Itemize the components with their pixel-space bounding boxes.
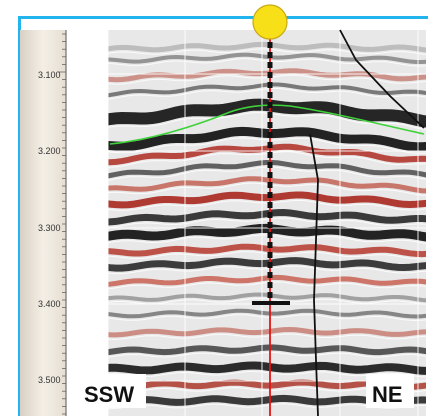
reflector-highlight bbox=[108, 151, 426, 168]
reflector-highlight bbox=[108, 234, 426, 244]
reflector-band bbox=[108, 208, 426, 226]
reflector-band bbox=[108, 274, 426, 287]
reflector-highlight bbox=[108, 137, 426, 154]
reflector-band bbox=[108, 82, 426, 98]
reflector-band bbox=[108, 52, 426, 64]
tick-label-3500: 3.500 bbox=[38, 375, 61, 385]
right-direction-label: NE bbox=[372, 382, 403, 407]
blank-strip bbox=[67, 30, 108, 416]
fault-line-vertical bbox=[309, 133, 319, 416]
fault-line-upper bbox=[339, 29, 425, 129]
reflector-highlight bbox=[108, 182, 426, 196]
reflector-highlight bbox=[108, 265, 426, 275]
tick-label-3400: 3.400 bbox=[38, 299, 61, 309]
right-label-box bbox=[366, 374, 414, 408]
reflector-band bbox=[108, 292, 426, 303]
reflector-band bbox=[108, 326, 426, 338]
tick-label-3100: 3.100 bbox=[38, 70, 61, 80]
reflector-highlight bbox=[108, 58, 426, 67]
reflector-band bbox=[108, 160, 426, 179]
reflector-highlight bbox=[108, 333, 426, 340]
reflector-highlight bbox=[108, 281, 426, 290]
reflector-highlight bbox=[108, 200, 426, 211]
well-location-marker bbox=[252, 4, 288, 40]
reflector-highlight bbox=[108, 88, 426, 100]
reflector-highlight bbox=[108, 314, 426, 322]
reflector-highlight bbox=[108, 48, 426, 56]
reflector-band bbox=[108, 68, 426, 83]
seismic-reflections bbox=[108, 30, 426, 416]
reflector-band bbox=[108, 361, 426, 375]
left-direction-label: SSW bbox=[84, 382, 134, 407]
reflector-highlight bbox=[108, 351, 426, 358]
tick-label-3300: 3.300 bbox=[38, 223, 61, 233]
reflector-band bbox=[108, 191, 426, 209]
panel-frame bbox=[18, 16, 428, 416]
reflector-band bbox=[108, 176, 426, 194]
reflector-highlight bbox=[108, 217, 426, 228]
time-axis: 3.100 3.200 3.300 3.400 3.500 bbox=[20, 30, 67, 416]
tick-label-3200: 3.200 bbox=[38, 146, 61, 156]
reflector-highlight bbox=[108, 166, 426, 181]
reflector-band bbox=[108, 126, 426, 152]
horizon-line bbox=[109, 104, 425, 145]
reflector-band bbox=[108, 143, 426, 166]
reflector-band bbox=[108, 257, 426, 272]
reflector-band bbox=[108, 243, 426, 258]
reflector-band bbox=[108, 344, 426, 356]
reflector-highlight bbox=[108, 251, 426, 260]
reflector-band bbox=[108, 308, 426, 319]
left-label-box bbox=[80, 374, 146, 408]
reflector-band bbox=[108, 41, 426, 53]
